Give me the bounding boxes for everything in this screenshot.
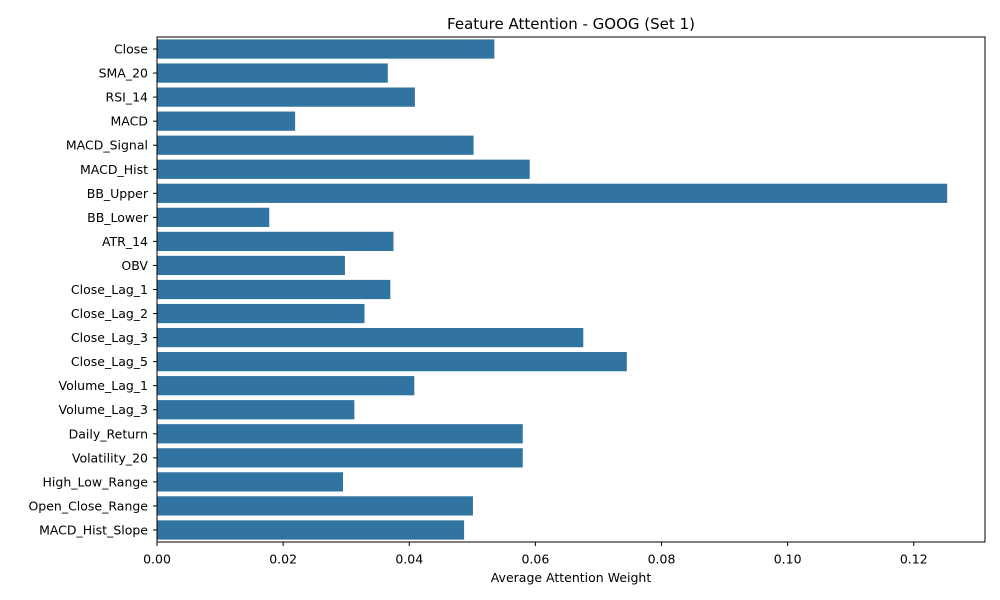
bar-volume-lag-3 [157, 400, 355, 420]
x-tick-label: 0.04 [395, 552, 423, 567]
x-tick-label: 0.00 [143, 552, 171, 567]
y-tick-label: RSI_14 [106, 90, 149, 105]
y-tick-label: SMA_20 [99, 66, 148, 81]
y-tick-label: Close_Lag_3 [71, 330, 148, 345]
y-tick-label: ATR_14 [102, 234, 148, 249]
y-tick-label: MACD [111, 114, 148, 129]
x-tick-label: 0.02 [269, 552, 297, 567]
x-tick-label: 0.08 [648, 552, 676, 567]
chart-title: Feature Attention - GOOG (Set 1) [447, 15, 695, 33]
x-axis-label: Average Attention Weight [491, 570, 652, 585]
y-tick-label: MACD_Signal [66, 138, 148, 153]
bar-close-lag-3 [157, 327, 584, 348]
bar-obv [157, 255, 345, 276]
y-tick-label: Volume_Lag_1 [58, 378, 148, 393]
y-tick-label: Close [114, 42, 148, 57]
bar-open-close-range [157, 496, 473, 516]
x-tick-label: 0.10 [774, 552, 802, 567]
bar-close-lag-1 [157, 279, 391, 300]
x-tick-label: 0.06 [521, 552, 549, 567]
bar-rsi-14 [157, 87, 415, 107]
y-tick-label: Daily_Return [69, 426, 148, 441]
plot-area-frame [156, 36, 986, 543]
bar-macd-hist-slope [157, 520, 465, 540]
x-tick-label: 0.12 [900, 552, 928, 567]
y-tick-label: Close_Lag_2 [71, 306, 148, 321]
y-tick-label: High_Low_Range [43, 474, 149, 489]
y-tick-label: OBV [121, 258, 148, 273]
bar-macd [157, 111, 296, 131]
y-tick-label: MACD_Hist_Slope [39, 522, 148, 537]
y-tick-label: BB_Upper [87, 186, 149, 201]
y-tick-label: Close_Lag_5 [71, 354, 148, 369]
bar-macd-hist [157, 159, 530, 179]
bar-volume-lag-1 [157, 376, 415, 396]
bar-volatility-20 [157, 448, 523, 468]
bar-macd-signal [157, 135, 474, 155]
bar-bb-lower [157, 207, 270, 227]
y-tick-label: Open_Close_Range [28, 498, 148, 513]
y-axis-ticks: Close SMA_20 RSI_14 MACD MACD_Signal MACD_His… [28, 42, 157, 537]
bar-close [157, 39, 495, 59]
bar-atr-14 [157, 231, 394, 252]
bars-group [157, 39, 948, 540]
bar-high-low-range [157, 472, 344, 492]
bar-daily-return [157, 424, 523, 444]
y-tick-label: Close_Lag_1 [71, 282, 148, 297]
bar-sma-20 [157, 63, 388, 83]
bar-close-lag-5 [157, 352, 627, 372]
bar-close-lag-2 [157, 303, 365, 324]
y-tick-label: BB_Lower [87, 210, 149, 225]
x-axis-ticks: 0.00 0.02 0.04 0.06 0.08 0.10 0.12 [143, 542, 928, 567]
bar-bb-upper [157, 183, 948, 203]
y-tick-label: Volatility_20 [72, 450, 148, 465]
y-tick-label: MACD_Hist [80, 162, 148, 177]
y-tick-label: Volume_Lag_3 [58, 402, 148, 417]
